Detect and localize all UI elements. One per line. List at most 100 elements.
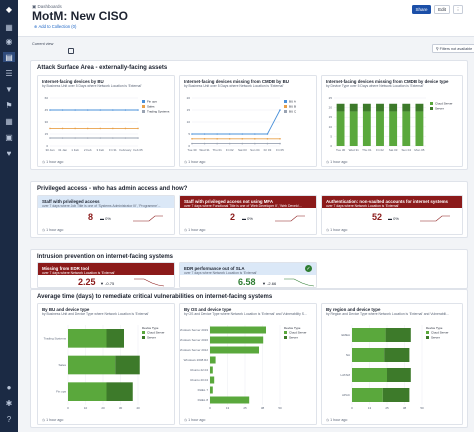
edit-button[interactable]: Edit — [434, 5, 450, 14]
card-by-bu-device[interactable]: By BU and device type by Business Unit a… — [37, 303, 175, 425]
trend-label: 0% — [247, 216, 253, 221]
legend-swatch — [430, 107, 433, 110]
bar — [336, 111, 345, 146]
card-missing-edr[interactable]: Missing from EDR tool over 7 days where … — [37, 262, 175, 288]
card-missing-cmdb-by-bu[interactable]: Internet-facing devices missing from CMD… — [179, 75, 317, 167]
legend-label: Cloud Server — [431, 331, 449, 335]
x-tick-label: 13 — [226, 406, 230, 410]
dashboard-icon[interactable]: ▦ — [5, 22, 13, 32]
x-tick-label: 1 Feb — [71, 148, 79, 152]
filters-button[interactable]: ⚲ Filters not available — [432, 44, 474, 53]
share-button[interactable]: Share — [412, 5, 431, 14]
x-tick-label: Thu 01 — [212, 148, 222, 152]
x-tick-label: Fri 31 — [109, 148, 117, 152]
card-subtitle: by Device Type over 5 Days where Network… — [326, 84, 424, 88]
y-tick-label: Windows Server 2016 — [180, 338, 208, 342]
more-options-button[interactable]: ⋮ — [453, 5, 463, 14]
y-tick-label: Ubuntu 22.04 — [190, 368, 208, 372]
bar — [387, 368, 411, 382]
breadcrumb[interactable]: ▣ Dashboards — [32, 4, 62, 9]
data-point — [137, 137, 139, 139]
kpi-value: 2 — [230, 212, 236, 222]
trophy-icon[interactable]: ▼ — [5, 84, 13, 94]
bar — [384, 348, 410, 362]
y-tick-label: APAC — [342, 393, 351, 397]
data-point — [124, 109, 127, 111]
eye-icon[interactable]: ◉ — [5, 36, 13, 46]
side-navigation: ◆ ▦ ◉ ▤ ☰ ▼ ⚑ ▦ ▣ ♥ ● ✱ ? — [0, 0, 18, 432]
series-line — [192, 109, 281, 135]
logo-icon[interactable]: ◆ — [5, 4, 13, 14]
x-tick-label: 3 Feb — [96, 148, 104, 152]
card-staff-no-mfa[interactable]: Staff with privileged access not using M… — [179, 195, 317, 235]
grid-icon[interactable]: ▤ — [3, 52, 15, 62]
flag-icon[interactable]: ⚑ — [5, 100, 13, 110]
bar — [210, 396, 250, 404]
section-attack-surface: Attack Surface Area - externally-facing … — [30, 60, 468, 170]
heart-icon[interactable]: ♥ — [6, 148, 12, 158]
data-point — [49, 127, 51, 130]
data-point — [241, 133, 244, 135]
add-to-collection-label[interactable]: Add to Collection (0) — [38, 24, 77, 29]
filters-label: Filters not available — [439, 46, 473, 51]
breadcrumb-label[interactable]: Dashboards — [37, 4, 62, 9]
legend-swatch — [142, 331, 145, 334]
card-footer: ◷ 1 hour ago — [184, 228, 206, 232]
card-by-region-device[interactable]: By region and device type by Region and … — [321, 303, 463, 425]
y-tick-label: 5 — [330, 134, 332, 138]
y-tick-label: 5 — [188, 132, 190, 136]
bar — [389, 103, 398, 112]
legend-title: Device Type — [284, 326, 301, 330]
list-icon[interactable]: ☰ — [5, 68, 13, 78]
card-staff-privileged[interactable]: Staff with privileged access over 7 days… — [37, 195, 175, 235]
card-footer-time: 1 hour ago — [188, 228, 206, 232]
x-tick-label: 30 — [119, 406, 123, 410]
card-footer-time: 1 hour ago — [46, 228, 64, 232]
card-devices-by-bu[interactable]: Internet-facing devices by BU by Busines… — [37, 75, 175, 167]
card-subtitle: over 7 days where Job Title is one of 'S… — [42, 204, 161, 208]
bar — [352, 368, 387, 382]
legend-label: Server — [147, 336, 156, 340]
help-icon[interactable]: ? — [6, 414, 12, 424]
users-icon[interactable]: ▣ — [5, 132, 13, 142]
y-tick-label: 60 — [45, 96, 49, 100]
x-tick-label: Wed 31 — [199, 148, 210, 152]
x-tick-label: Fri 02 — [376, 148, 384, 152]
data-point — [74, 137, 76, 139]
bar — [385, 328, 411, 342]
data-point — [112, 137, 114, 139]
x-tick-label: 25 — [385, 406, 389, 410]
card-title: Staff with privileged access not using M… — [184, 199, 274, 204]
kpi-value: 2.25 — [78, 277, 96, 287]
kpi-value: 6.58 — [238, 277, 256, 287]
data-point — [203, 142, 206, 145]
legend-swatch — [284, 110, 287, 113]
x-tick-label: 0 — [209, 406, 211, 410]
card-by-os-device[interactable]: By OS and device type by OS and Device T… — [179, 303, 317, 425]
bar — [210, 376, 215, 384]
card-missing-cmdb-by-type[interactable]: Internet-facing devices missing from CMD… — [321, 75, 463, 167]
card-header: Staff with privileged access not using M… — [180, 196, 316, 208]
chart-by-bu-device: 0 10 20 30 40 Trading Systems Sales Fin ops Devi… — [44, 325, 165, 410]
data-point — [86, 109, 89, 111]
x-tick-label: Sun 04 — [250, 148, 260, 152]
data-point — [203, 138, 206, 140]
x-tick-label: Sat 03 — [389, 148, 398, 152]
y-tick-label: 0 — [330, 144, 332, 148]
card-non-vaulted[interactable]: Authentication: non-vaulted accounts for… — [321, 195, 463, 235]
add-to-collection-link[interactable]: ⊕ Add to Collection (0) — [34, 24, 77, 29]
bar — [352, 348, 385, 362]
card-edr-sla[interactable]: EDR performance out of SLA over 7 days w… — [179, 262, 317, 288]
calendar-icon[interactable] — [68, 48, 74, 54]
y-tick-label: 20 — [329, 106, 333, 110]
data-point — [112, 127, 114, 130]
user-icon[interactable]: ● — [6, 382, 12, 392]
table-icon[interactable]: ▦ — [5, 116, 13, 126]
card-title: By OS and device type — [184, 307, 232, 312]
gear-icon[interactable]: ✱ — [5, 398, 13, 408]
bar — [402, 103, 411, 112]
bar — [376, 111, 384, 146]
main-area: ▣ Dashboards MotM: New CISO ⊕ Add to Col… — [18, 0, 474, 432]
x-tick-label: Tue 30 — [336, 148, 346, 152]
y-tick-label: 15 — [187, 108, 191, 112]
